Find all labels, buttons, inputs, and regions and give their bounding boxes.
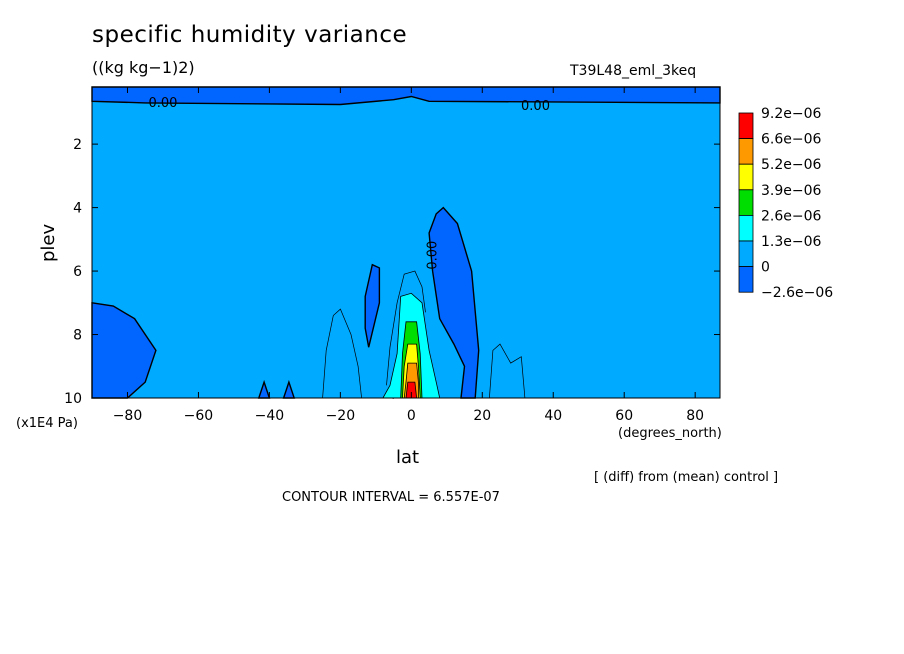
x-tick-label: −80 <box>113 408 143 424</box>
y-axis-unit: (x1E4 Pa) <box>16 416 78 431</box>
x-tick-label: 40 <box>544 408 562 424</box>
y-axis-label: plev <box>38 223 59 262</box>
x-tick-label: 80 <box>686 408 704 424</box>
diff-note: [ (diff) from (mean) control ] <box>594 470 779 485</box>
y-tick-label: 10 <box>64 391 82 407</box>
colorbar-label: 9.2e−06 <box>761 106 822 122</box>
region-small-neg-1 <box>364 263 381 348</box>
y-tick-label: 8 <box>73 328 82 344</box>
contour-line-2 <box>489 343 526 399</box>
chart-units: ((kg kg−1)2) <box>92 58 195 77</box>
colorbar-swatch <box>738 163 754 191</box>
y-tick-label: 4 <box>73 201 82 217</box>
x-tick-label: −40 <box>255 408 285 424</box>
plot-frame <box>91 86 721 399</box>
x-axis-label: lat <box>396 447 420 468</box>
colorbar-label: −2.6e−06 <box>761 285 833 301</box>
x-tick-label: 60 <box>615 408 633 424</box>
x-axis-unit: (degrees_north) <box>618 426 722 441</box>
contour-line-1 <box>386 270 426 386</box>
y-tick-label: 2 <box>73 137 82 153</box>
colorbar-label: 3.9e−06 <box>761 183 822 199</box>
colorbar-swatch <box>738 240 754 268</box>
run-label: T39L48_eml_3keq <box>570 63 697 79</box>
colorbar-swatch <box>738 112 754 140</box>
colorbar-label: 0 <box>761 260 770 276</box>
colorbar-label: 6.6e−06 <box>761 132 822 148</box>
contour-label: 0.00 <box>148 96 177 111</box>
contour-label: 0.00 <box>426 241 441 270</box>
contour-label: 0.00 <box>521 99 550 114</box>
colorbar-label: 2.6e−06 <box>761 208 822 224</box>
colorbar-swatch <box>738 214 754 242</box>
chart-title: specific humidity variance <box>92 22 408 48</box>
x-tick-label: −20 <box>326 408 356 424</box>
contour-interval: CONTOUR INTERVAL = 6.557E-07 <box>282 490 500 505</box>
colorbar-label: 1.3e−06 <box>761 234 822 250</box>
colorbar-label: 5.2e−06 <box>761 157 822 173</box>
x-tick-label: 0 <box>407 408 416 424</box>
x-tick-label: −60 <box>184 408 214 424</box>
contour-line-0 <box>322 308 362 399</box>
colorbar-swatch <box>738 189 754 216</box>
colorbar-swatch <box>738 266 754 293</box>
y-tick-label: 6 <box>73 264 82 280</box>
colorbar-swatch <box>738 138 754 165</box>
x-tick-label: 20 <box>473 408 491 424</box>
